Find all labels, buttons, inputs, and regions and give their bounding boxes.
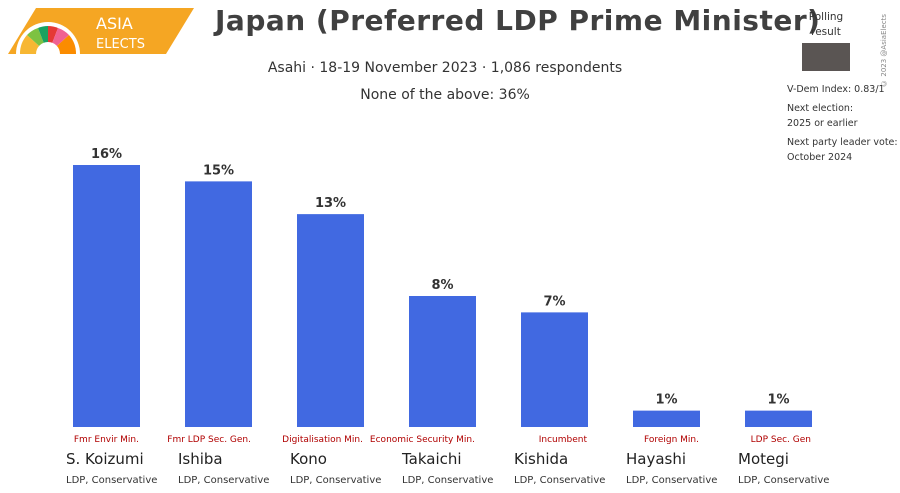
chart-subtitle: Asahi · 18-19 November 2023 · 1,086 resp…: [267, 60, 623, 76]
next-leader-vote-label: Next party leader vote:: [787, 137, 898, 148]
category-label: S. Koizumi: [66, 450, 144, 468]
bar-value-label: 15%: [203, 163, 234, 178]
next-leader-vote-value: October 2024: [787, 152, 853, 163]
candidate-party-label: LDP, Conservative: [178, 475, 269, 486]
bar-value-label: 7%: [543, 294, 565, 309]
category-label: Kishida: [514, 450, 568, 468]
bar-value-label: 8%: [431, 278, 453, 293]
candidate-role-label: Fmr Envir Min.: [74, 435, 139, 445]
legend-label: Polling result: [790, 10, 862, 40]
candidate-party-label: LDP, Conservative: [290, 475, 381, 486]
logo-text-asia: ASIA: [96, 14, 133, 33]
candidate-role-label: Digitalisation Min.: [282, 435, 363, 445]
candidate-party-label: LDP, Conservative: [738, 475, 829, 486]
bar: [745, 410, 812, 427]
asia-elects-logo: ASIA ELECTS: [8, 8, 194, 54]
candidate-party-label: LDP, Conservative: [66, 475, 157, 486]
category-label: Motegi: [738, 450, 789, 468]
logo-text-elects: ELECTS: [96, 37, 145, 52]
bar-value-label: 1%: [655, 393, 677, 408]
none-of-above-note: None of the above: 36%: [360, 87, 530, 103]
candidate-role-label: Incumbent: [539, 435, 588, 445]
bar-value-label: 16%: [91, 147, 122, 162]
category-label: Takaichi: [401, 450, 462, 468]
sunburst-icon: [16, 22, 80, 54]
candidate-role-label: Fmr LDP Sec. Gen.: [167, 435, 251, 445]
legend-label-line2: result: [811, 26, 841, 38]
vdem-index: V-Dem Index: 0.83/1: [787, 84, 885, 95]
category-label: Hayashi: [626, 450, 686, 468]
category-label: Ishiba: [178, 450, 223, 468]
bar: [521, 312, 588, 427]
legend-swatch: [802, 43, 850, 71]
legend-label-line1: Polling: [808, 11, 844, 23]
bar: [633, 410, 700, 427]
candidate-party-label: LDP, Conservative: [402, 475, 493, 486]
next-election-value: 2025 or earlier: [787, 118, 858, 129]
category-label: Kono: [290, 450, 327, 468]
bar-value-label: 1%: [767, 393, 789, 408]
candidate-role-label: Economic Security Min.: [370, 435, 475, 445]
bar-value-label: 13%: [315, 196, 346, 211]
candidate-role-label: LDP Sec. Gen: [751, 435, 811, 445]
bar: [297, 214, 364, 427]
chart-title: Japan (Preferred LDP Prime Minister): [215, 4, 821, 37]
bar: [185, 181, 252, 427]
bar: [73, 165, 140, 427]
candidate-role-label: Foreign Min.: [644, 435, 699, 445]
candidate-party-label: LDP, Conservative: [514, 475, 605, 486]
candidate-party-label: LDP, Conservative: [626, 475, 717, 486]
next-election-label: Next election:: [787, 103, 854, 114]
bar: [409, 296, 476, 427]
